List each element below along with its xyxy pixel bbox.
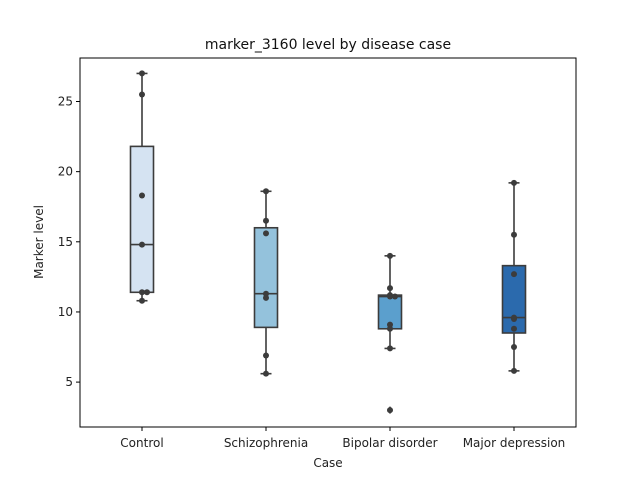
data-point: [139, 91, 145, 98]
box-group-bipolar-disorder: [377, 255, 403, 415]
chart-title: marker_3160 level by disease case: [205, 37, 451, 53]
data-point: [511, 315, 517, 322]
plot-frame: [79, 57, 577, 428]
data-point: [387, 293, 393, 300]
x-axis-label: Case: [313, 456, 342, 470]
data-point: [511, 344, 517, 351]
data-point: [139, 289, 145, 296]
x-tick-label: Schizophrenia: [224, 436, 308, 450]
data-point: [511, 271, 517, 278]
data-point: [263, 370, 269, 377]
data-point: [263, 217, 269, 224]
x-axis: Control Schizophrenia Bipolar disorder Majo…: [120, 427, 565, 450]
data-point: [387, 407, 393, 414]
data-point: [387, 285, 393, 292]
data-point: [263, 188, 269, 195]
data-point: [387, 345, 393, 352]
plot-area: [129, 70, 527, 415]
data-point: [263, 352, 269, 359]
x-tick-label: Control: [120, 436, 163, 450]
x-tick-label: Major depression: [463, 436, 566, 450]
data-point: [511, 325, 517, 332]
x-tick-label: Bipolar disorder: [342, 436, 437, 450]
y-axis: 5 10 15 20 25: [58, 94, 80, 389]
data-point: [387, 325, 393, 332]
data-point: [263, 290, 269, 297]
data-point: [511, 367, 517, 374]
points-schizophrenia: [263, 188, 269, 377]
data-point: [511, 179, 517, 186]
box: [501, 264, 527, 334]
box: [129, 145, 155, 294]
data-point: [144, 289, 150, 296]
y-tick-label: 15: [58, 235, 73, 249]
data-point: [387, 252, 393, 259]
y-axis-label: Marker level: [32, 205, 46, 279]
y-tick-label: 25: [58, 94, 73, 108]
y-tick-label: 5: [65, 375, 73, 389]
data-point: [139, 241, 145, 248]
data-point: [263, 294, 269, 301]
box-group-major-depression: [501, 182, 527, 372]
box: [253, 226, 279, 329]
data-point: [139, 192, 145, 199]
points-bipolar-disorder: [387, 252, 398, 414]
data-point: [139, 297, 145, 304]
data-point: [511, 231, 517, 238]
data-point: [263, 230, 269, 237]
points-control: [139, 70, 150, 304]
y-tick-label: 20: [58, 165, 73, 179]
data-point: [392, 293, 398, 300]
points-major-depression: [511, 179, 517, 374]
box-group-control: [129, 72, 155, 302]
data-point: [387, 321, 393, 328]
data-point: [139, 70, 145, 77]
y-tick-label: 10: [58, 305, 73, 319]
